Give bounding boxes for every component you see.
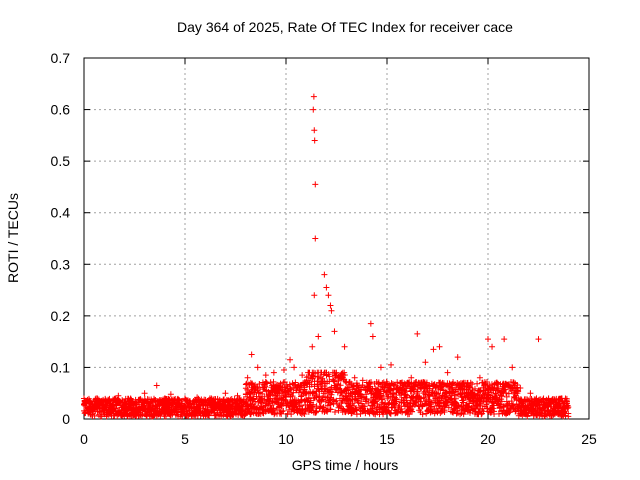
data-point xyxy=(93,395,100,402)
data-point xyxy=(509,364,516,371)
data-point xyxy=(388,361,395,368)
y-tick-label: 0.3 xyxy=(51,256,71,272)
data-point xyxy=(414,330,421,337)
data-point xyxy=(351,374,358,381)
data-point xyxy=(234,392,241,399)
data-point xyxy=(367,320,374,327)
data-point xyxy=(270,369,277,376)
data-point xyxy=(325,292,332,299)
data-point xyxy=(485,336,491,343)
y-tick-label: 0 xyxy=(62,411,70,427)
data-point xyxy=(369,333,376,340)
data-points xyxy=(83,93,570,407)
x-tick-label: 25 xyxy=(581,431,597,447)
data-point xyxy=(291,364,298,371)
y-axis-label: ROTI / TECUs xyxy=(5,193,21,283)
x-tick-label: 15 xyxy=(379,431,395,447)
data-point xyxy=(105,397,112,404)
y-axis: 0 0.1 0.2 0.3 0.4 0.5 0.6 0.7 xyxy=(51,50,589,427)
data-point xyxy=(315,333,322,340)
data-point xyxy=(254,364,261,371)
data-point xyxy=(535,336,542,343)
x-tick-label: 0 xyxy=(80,431,88,447)
data-point xyxy=(430,346,437,353)
data-point xyxy=(527,390,534,397)
data-point xyxy=(153,382,160,389)
noise-cloud xyxy=(81,369,572,420)
data-point xyxy=(327,302,334,309)
data-point xyxy=(328,307,335,314)
data-point xyxy=(222,390,229,397)
data-point xyxy=(167,391,174,398)
data-point xyxy=(248,351,255,358)
data-point xyxy=(321,271,328,278)
x-tick-label: 10 xyxy=(278,431,294,447)
y-tick-label: 0.2 xyxy=(51,308,71,324)
data-point xyxy=(141,390,148,397)
data-point xyxy=(377,364,384,371)
data-point xyxy=(555,396,562,403)
y-tick-label: 0.1 xyxy=(51,359,71,375)
data-point xyxy=(299,372,306,379)
x-tick-label: 5 xyxy=(181,431,189,447)
y-tick-label: 0.6 xyxy=(51,102,71,118)
data-point xyxy=(501,336,508,343)
data-point xyxy=(262,372,269,379)
chart-title: Day 364 of 2025, Rate Of TEC Index for r… xyxy=(177,19,513,35)
data-point xyxy=(127,396,134,403)
data-point xyxy=(312,235,319,242)
y-tick-label: 0.7 xyxy=(51,50,71,66)
data-point xyxy=(563,397,570,404)
data-point xyxy=(83,400,90,407)
data-point xyxy=(182,395,188,402)
data-point xyxy=(341,343,348,350)
data-point xyxy=(280,367,287,374)
data-point xyxy=(311,292,318,299)
plot-frame xyxy=(83,57,590,420)
data-point xyxy=(311,137,318,144)
data-point xyxy=(436,343,443,350)
x-axis: 0 5 10 15 20 25 xyxy=(80,58,597,447)
x-axis-label: GPS time / hours xyxy=(292,457,399,473)
background-scatter-noise xyxy=(81,369,572,420)
data-point xyxy=(476,374,483,381)
data-point xyxy=(517,385,524,392)
data-point xyxy=(489,343,496,350)
data-point xyxy=(359,377,366,384)
data-point xyxy=(115,392,122,399)
data-point xyxy=(545,395,552,402)
y-tick-label: 0.5 xyxy=(51,153,71,169)
data-point xyxy=(454,354,461,361)
x-tick-label: 20 xyxy=(480,431,496,447)
data-point xyxy=(310,93,317,100)
data-point xyxy=(444,369,451,376)
data-point xyxy=(194,394,201,401)
grid xyxy=(84,58,589,419)
data-point xyxy=(287,356,294,363)
data-point xyxy=(422,359,429,366)
data-point xyxy=(398,379,405,386)
data-point xyxy=(208,395,215,402)
data-point xyxy=(323,284,330,291)
y-tick-label: 0.4 xyxy=(51,205,71,221)
data-point xyxy=(310,106,317,113)
data-point xyxy=(408,374,415,381)
data-point xyxy=(309,343,316,350)
data-point xyxy=(244,374,251,381)
data-point xyxy=(331,328,338,335)
data-point xyxy=(312,181,319,188)
data-point xyxy=(464,379,471,386)
data-point xyxy=(311,127,318,134)
